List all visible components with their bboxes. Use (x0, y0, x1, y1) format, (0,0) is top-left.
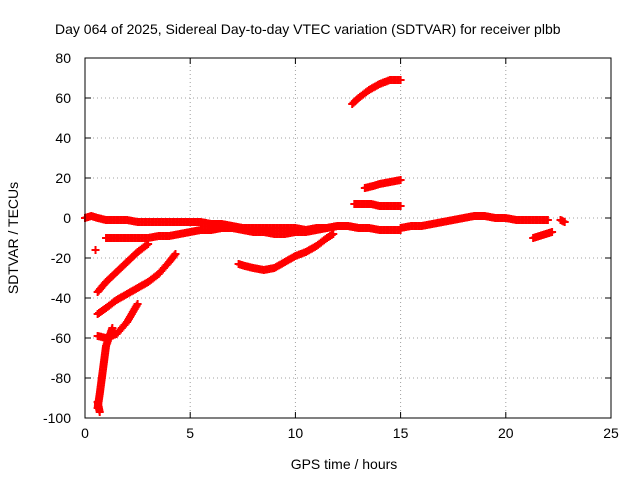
data-point (170, 251, 179, 260)
data-point (560, 218, 569, 226)
x-tick-label: 5 (186, 425, 194, 441)
data-points (81, 76, 569, 416)
data-point (543, 216, 552, 224)
y-tick-label: 40 (55, 130, 71, 146)
grid (85, 58, 611, 418)
chart-title: Day 064 of 2025, Sidereal Day-to-day VTE… (55, 21, 561, 37)
data-point (91, 246, 100, 254)
x-tick-label: 15 (393, 425, 409, 441)
data-point (396, 202, 405, 210)
x-tick-label: 20 (498, 425, 514, 441)
data-point (548, 228, 557, 236)
data-point (108, 324, 117, 332)
series-dip-arc (234, 230, 338, 274)
data-point (396, 76, 405, 84)
data-point (171, 250, 180, 258)
series-mid-high-arc (360, 176, 405, 192)
y-tick-label: 60 (55, 90, 71, 106)
y-tick-label: 80 (55, 50, 71, 66)
x-tick-label: 10 (288, 425, 304, 441)
data-point (142, 241, 151, 250)
series-early-fan-1 (93, 240, 153, 296)
y-tick-label: -80 (51, 370, 71, 386)
series-after-15h (396, 212, 552, 232)
series-late-arc (529, 228, 557, 242)
y-tick-label: 0 (63, 210, 71, 226)
y-tick-label: -60 (51, 330, 71, 346)
data-point (354, 224, 363, 232)
y-tick-label: -20 (51, 250, 71, 266)
data-point (396, 176, 405, 184)
series-flat-7 (350, 200, 405, 210)
x-tick-label: 0 (81, 425, 89, 441)
y-tick-label: 20 (55, 170, 71, 186)
series-mid-band (102, 222, 363, 242)
plot-frame (84, 57, 612, 419)
series-early-outliers (91, 246, 104, 416)
series-early-fan-2 (93, 250, 180, 318)
data-point (144, 240, 153, 248)
y-axis-label: SDTVAR / TECUs (5, 182, 21, 294)
x-axis-label: GPS time / hours (291, 456, 398, 472)
y-tick-label: -100 (43, 410, 71, 426)
x-tick-label: 25 (603, 425, 619, 441)
y-tick-label: -40 (51, 290, 71, 306)
data-point (329, 230, 338, 238)
data-point (133, 300, 142, 308)
series-end-points (556, 216, 569, 226)
series-high-arc (348, 76, 405, 108)
data-point (95, 408, 104, 416)
